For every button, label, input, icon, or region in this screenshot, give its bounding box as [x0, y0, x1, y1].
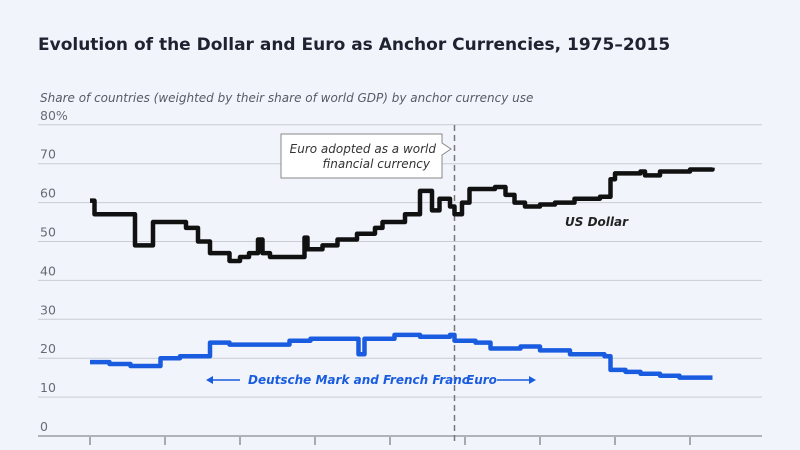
annotation-callout: Euro adopted as a world financial curren…: [280, 133, 452, 179]
x-ticks: [89, 437, 691, 445]
series-line-euro: [90, 332, 713, 380]
series-line-us-dollar: [90, 167, 715, 264]
y-tick-label: 10: [40, 380, 56, 395]
arrow-right-icon: [529, 376, 536, 384]
y-tick-labels: 0 10 20 30 40 50 60 70 80%: [40, 108, 68, 434]
y-axis-label: Share of countries (weighted by their sh…: [40, 91, 533, 105]
callout-line2: financial currency: [322, 157, 430, 171]
y-tick-label: 20: [40, 341, 56, 356]
chart-title: Evolution of the Dollar and Euro as Anch…: [38, 35, 670, 55]
y-tick-label: 50: [40, 225, 56, 240]
label-us-dollar: US Dollar: [565, 215, 629, 229]
y-tick-label: 30: [40, 302, 56, 317]
y-tick-label: 80%: [40, 108, 68, 123]
y-tick-label: 60: [40, 186, 56, 201]
y-tick-label: 70: [40, 147, 56, 162]
y-tick-label: 40: [40, 263, 56, 278]
callout-box: [280, 133, 452, 179]
label-dm-group: Deutsche Mark and French Franc Euro: [206, 373, 536, 387]
callout-line1: Euro adopted as a world: [290, 142, 437, 156]
label-euro: Euro: [466, 373, 497, 387]
y-tick-label: 0: [40, 419, 48, 434]
arrow-left-icon: [206, 376, 213, 384]
label-dm-ff: Deutsche Mark and French Franc: [248, 373, 469, 387]
